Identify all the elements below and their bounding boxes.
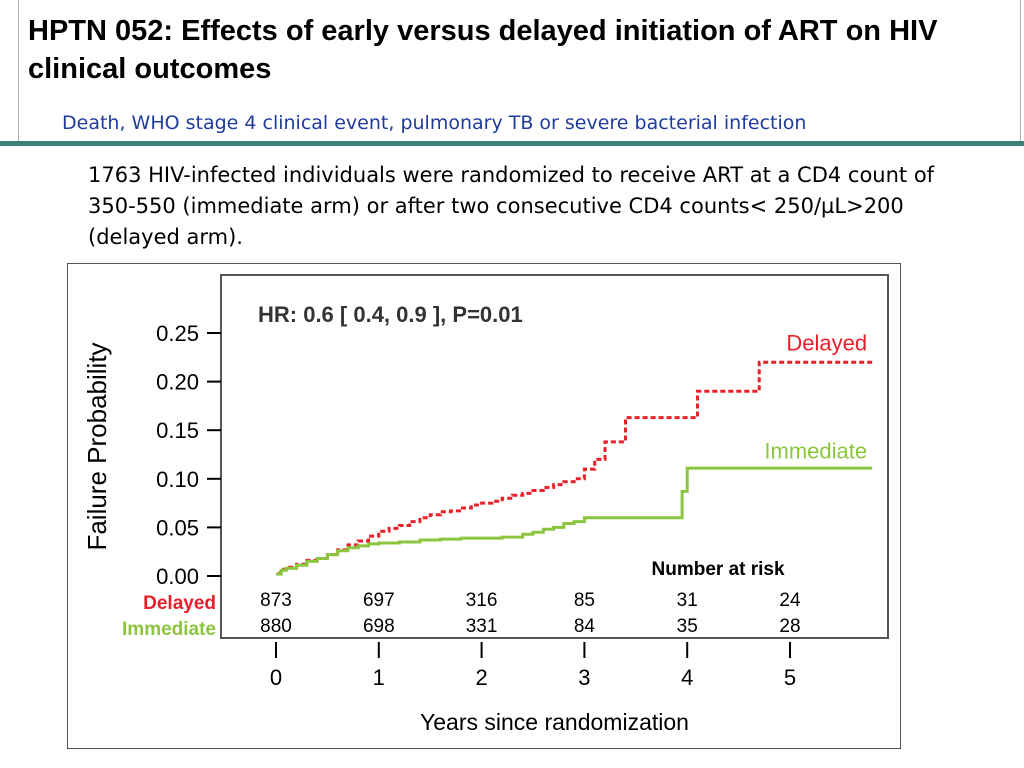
risk-value: 873 <box>260 590 292 611</box>
risk-value: 84 <box>574 616 596 637</box>
header-divider <box>0 141 1024 146</box>
kaplan-meier-chart: 0.00 0.05 0.10 0.15 0.20 0.25 Failure Probabil… <box>82 274 889 735</box>
risk-value: 85 <box>574 590 595 611</box>
y-tick-label: 0.15 <box>156 418 199 443</box>
risk-value: 31 <box>677 590 698 611</box>
x-axis-label: Years since randomization <box>420 709 689 735</box>
hazard-ratio-annotation: HR: 0.6 [ 0.4, 0.9 ], P=0.01 <box>258 302 523 327</box>
x-tick-label: 5 <box>784 665 796 690</box>
x-tick-label: 1 <box>373 665 385 690</box>
y-tick-label: 0.20 <box>156 370 199 395</box>
y-tick-label: 0.05 <box>156 515 199 540</box>
series-line-immediate <box>276 466 873 576</box>
plot-area <box>220 274 889 639</box>
risk-value: 698 <box>363 616 395 637</box>
legend-label-immediate: Immediate <box>764 438 867 463</box>
study-description: 1763 HIV-infected individuals were rando… <box>88 163 935 249</box>
slide-subtitle: Death, WHO stage 4 clinical event, pulmo… <box>62 112 807 134</box>
figure-frame: 0.00 0.05 0.10 0.15 0.20 0.25 Failure Probabil… <box>67 263 901 749</box>
y-tick-label: 0.25 <box>156 321 199 346</box>
x-tick-label: 0 <box>270 665 282 690</box>
risk-table-title: Number at risk <box>652 559 785 580</box>
risk-value: 35 <box>677 616 698 637</box>
risk-value: 697 <box>363 590 395 611</box>
x-tick-label: 2 <box>475 665 487 690</box>
risk-value: 331 <box>466 616 498 637</box>
risk-value: 316 <box>466 590 498 611</box>
slide-title: HPTN 052: Effects of early versus delaye… <box>28 15 938 85</box>
x-tick-label: 3 <box>578 665 590 690</box>
y-axis-label: Failure Probability <box>82 342 112 550</box>
risk-value: 24 <box>779 590 801 611</box>
title-area <box>18 0 1021 141</box>
risk-row-label-immediate: Immediate <box>122 619 216 640</box>
risk-row-label-delayed: Delayed <box>143 593 216 614</box>
risk-value: 28 <box>779 616 800 637</box>
y-tick-label: 0.00 <box>156 564 199 589</box>
x-tick-label: 4 <box>681 665 693 690</box>
risk-value: 880 <box>260 616 292 637</box>
y-tick-label: 0.10 <box>156 467 199 492</box>
series-line-delayed <box>278 360 873 575</box>
legend-label-delayed: Delayed <box>786 330 867 355</box>
